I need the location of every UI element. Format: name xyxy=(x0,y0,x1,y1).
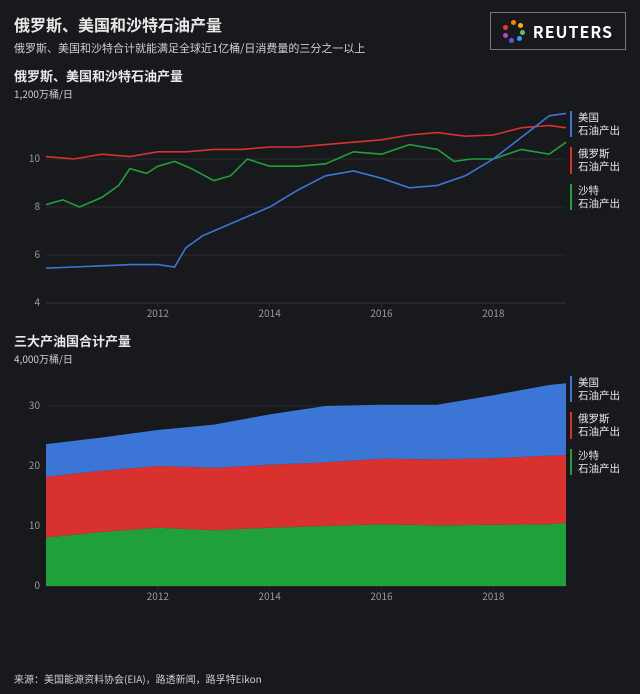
legend-item-sa: 沙特 石油产出 xyxy=(570,184,626,210)
chart2-legend: 美国 石油产出 俄罗斯 石油产出 沙特 石油产出 xyxy=(570,370,626,610)
svg-text:6: 6 xyxy=(34,246,40,261)
page-title: 俄罗斯、美国和沙特石油产量 xyxy=(14,12,490,36)
header-text: 俄罗斯、美国和沙特石油产量 俄罗斯、美国和沙特合计就能满足全球近1亿桶/日消费量… xyxy=(14,12,490,56)
legend-item-ru: 俄罗斯 石油产出 xyxy=(570,147,626,173)
legend-us-l2: 石油产出 xyxy=(578,123,620,138)
svg-text:10: 10 xyxy=(29,517,41,532)
svg-text:2012: 2012 xyxy=(147,588,170,603)
legend-sa-l2: 石油产出 xyxy=(578,196,620,211)
reuters-logo-word: REUTERS xyxy=(533,19,613,43)
svg-text:2012: 2012 xyxy=(147,305,170,320)
chart1-section: 俄罗斯、美国和沙特石油产量 1,200万桶/日 4 6 8 10 2012 2014 201… xyxy=(0,60,640,325)
legend2-us-l2: 石油产出 xyxy=(578,388,620,403)
chart2-wrap: 0 10 20 30 2012 2014 2016 2018 美国 石油产出 俄罗斯 石油产出… xyxy=(14,370,626,610)
svg-text:2016: 2016 xyxy=(370,588,393,603)
svg-text:2018: 2018 xyxy=(482,588,505,603)
svg-text:2016: 2016 xyxy=(370,305,393,320)
chart2-title: 三大产油国合计产量 xyxy=(14,331,626,350)
chart1-unit: 1,200万桶/日 xyxy=(14,86,626,101)
svg-text:2014: 2014 xyxy=(259,588,282,603)
svg-text:30: 30 xyxy=(29,397,41,412)
legend2-item-us: 美国 石油产出 xyxy=(570,376,626,402)
chart2-unit: 4,000万桶/日 xyxy=(14,351,626,366)
legend2-ru-l2: 石油产出 xyxy=(578,424,620,439)
chart1-svg: 4 6 8 10 2012 2014 2016 2018 xyxy=(14,105,570,325)
reuters-logo: REUTERS xyxy=(490,12,626,50)
svg-text:20: 20 xyxy=(29,457,41,472)
chart1-legend: 美国 石油产出 俄罗斯 石油产出 沙特 石油产出 xyxy=(570,105,626,325)
page-subtitle: 俄罗斯、美国和沙特合计就能满足全球近1亿桶/日消费量的三分之一以上 xyxy=(14,40,490,56)
chart1-wrap: 4 6 8 10 2012 2014 2016 2018 美国 石油产出 俄罗斯 石油产出 沙… xyxy=(14,105,626,325)
footer-source: 来源：美国能源资料协会(EIA)，路透新闻，路孚特Eikon xyxy=(14,671,262,686)
legend2-sa-l2: 石油产出 xyxy=(578,461,620,476)
svg-text:8: 8 xyxy=(34,198,40,213)
legend2-item-sa: 沙特 石油产出 xyxy=(570,449,626,475)
svg-text:4: 4 xyxy=(34,294,40,309)
svg-text:2014: 2014 xyxy=(259,305,282,320)
svg-text:2018: 2018 xyxy=(482,305,505,320)
reuters-logo-icon xyxy=(503,20,525,42)
chart1-title: 俄罗斯、美国和沙特石油产量 xyxy=(14,66,626,85)
chart2-section: 三大产油国合计产量 4,000万桶/日 0 10 20 30 2012 2014 2016 2… xyxy=(0,325,640,610)
svg-text:10: 10 xyxy=(29,150,41,165)
svg-text:0: 0 xyxy=(34,577,40,592)
header: 俄罗斯、美国和沙特石油产量 俄罗斯、美国和沙特合计就能满足全球近1亿桶/日消费量… xyxy=(0,0,640,60)
reuters-oil-chart: { "colors":{ "background":"#17191c", "te… xyxy=(0,0,640,694)
legend2-item-ru: 俄罗斯 石油产出 xyxy=(570,412,626,438)
legend-item-us: 美国 石油产出 xyxy=(570,111,626,137)
chart2-svg: 0 10 20 30 2012 2014 2016 2018 xyxy=(14,370,570,610)
legend-ru-l2: 石油产出 xyxy=(578,159,620,174)
